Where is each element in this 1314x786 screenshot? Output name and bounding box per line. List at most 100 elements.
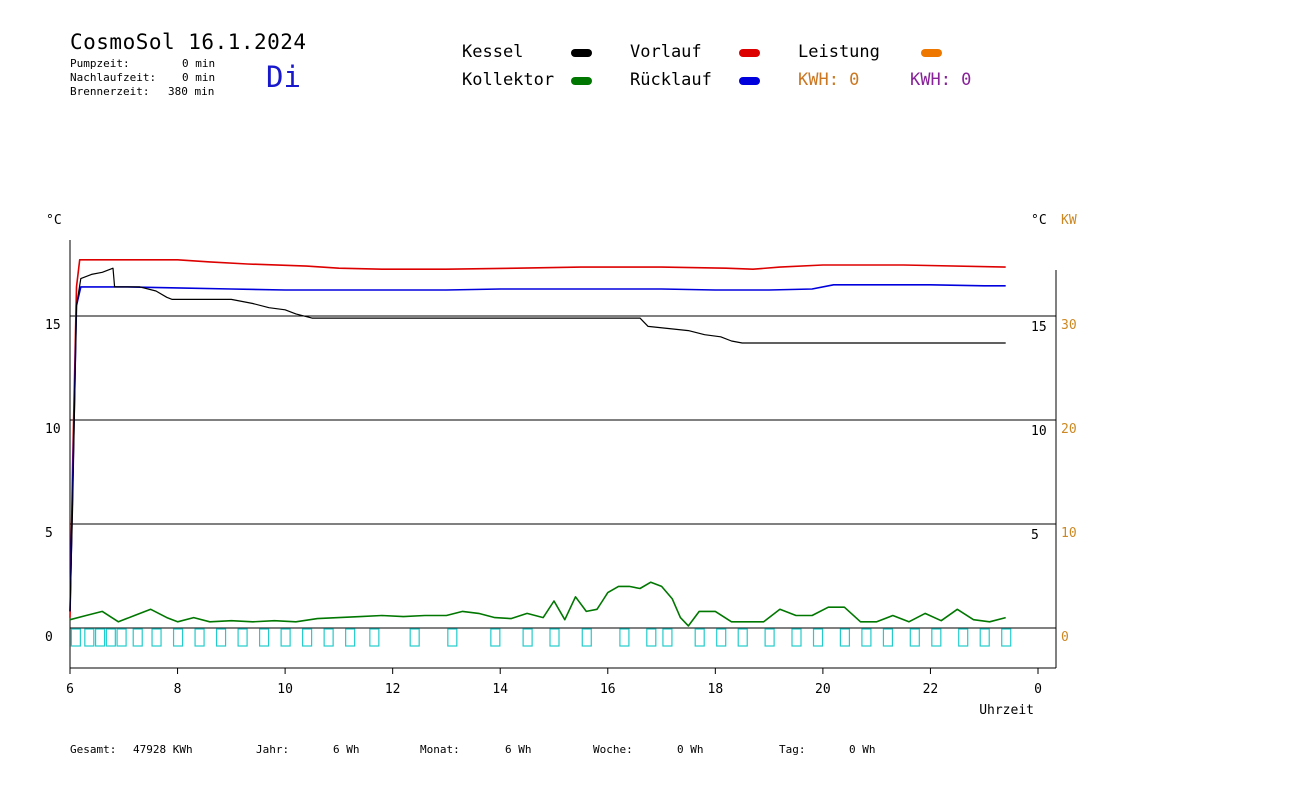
pumpzeit-label: Pumpzeit: [70,57,130,70]
x-tick-label-22: 22 [923,682,939,697]
pump-marker [447,628,458,647]
weekday: Di [266,60,301,94]
right-tick-label-5: 5 [1031,528,1039,543]
nachlaufzeit-label: Nachlaufzeit: [70,71,157,84]
pump-marker [490,628,501,647]
x-tick-label-20: 20 [815,682,831,697]
footer-woche-value: 0 Wh [677,743,704,756]
x-tick-label-14: 14 [492,682,508,697]
footer-jahr-label: Jahr: [256,743,290,756]
footer-monat-label: Monat: [420,743,460,756]
brennerzeit-value: 380 min [168,85,215,98]
pump-marker [105,628,116,647]
pump-marker [194,628,205,647]
pump-marker [94,628,106,647]
left-tick-label-10: 10 [45,422,61,437]
series-line-vorlauf [69,259,1006,618]
pump-marker [1001,628,1012,647]
pump-marker [764,628,775,647]
right-tick-label-10: 10 [1031,424,1047,439]
x-tick-label-8: 8 [174,682,182,697]
x-tick-label-16: 16 [600,682,616,697]
pump-marker [979,628,990,647]
legend-kwh-2: KWH: 0 [910,70,972,90]
pump-marker [84,628,95,647]
x-tick-label-18: 18 [708,682,724,697]
pump-marker [151,628,162,647]
legend-kollektor: Kollektor [462,70,555,90]
pump-marker [791,628,802,647]
legend-kessel: Kessel [462,42,524,62]
kw-tick-label-0: 0 [1061,630,1069,645]
legend-leistung: Leistung [798,42,880,62]
x-tick-label-10: 10 [277,682,293,697]
pump-marker [716,628,727,647]
pump-marker [931,628,942,647]
pump-marker [812,628,824,647]
left-unit-label: °C [46,213,62,228]
pump-marker [132,628,143,647]
series-line-ruecklauf [69,284,1006,612]
pump-marker [909,628,920,647]
pump-marker [323,628,334,647]
pump-marker [70,628,81,647]
pump-marker [549,628,560,647]
legend-vorlauf: Vorlauf [630,42,702,62]
kw-unit-label: KW [1061,213,1077,228]
x-tick-label-12: 12 [385,682,401,697]
pump-marker [259,628,270,647]
x-tick-label-0: 0 [1034,682,1042,697]
pump-marker [882,628,894,647]
chart-title: CosmoSol 16.1.2024 [70,30,307,54]
legend-vorlauf-swatch [739,49,760,57]
left-tick-label-15: 15 [45,318,61,333]
right-tick-label-15: 15 [1031,320,1047,335]
footer-woche-label: Woche: [593,743,633,756]
pump-marker [581,628,592,647]
pump-marker [172,628,184,647]
nachlaufzeit-value: 0 min [182,71,216,84]
pump-marker [958,628,969,647]
legend-leistung-swatch [921,49,942,57]
pump-marker [861,628,872,647]
pump-marker [116,628,127,647]
right-unit-label: °C [1031,213,1047,228]
footer-tag-value: 0 Wh [849,743,876,756]
pump-marker [737,628,748,647]
footer-jahr-value: 6 Wh [333,743,360,756]
pump-marker [522,628,533,647]
footer-tag-label: Tag: [779,743,806,756]
legend-ruecklauf: Rücklauf [630,70,712,90]
left-tick-label-0: 0 [45,630,53,645]
footer-gesamt-label: Gesamt: [70,743,117,756]
x-tick-label-6: 6 [66,682,74,697]
kw-tick-label-10: 10 [1061,526,1077,541]
kw-tick-label-30: 30 [1061,318,1077,333]
pump-marker [237,628,248,647]
pump-marker [839,628,851,647]
legend-kessel-swatch [571,49,592,57]
pump-marker [345,628,356,647]
legend-kwh-1: KWH: 0 [798,70,860,90]
footer-gesamt-value: 47928 KWh [133,743,193,756]
series-line-kessel [69,267,1006,612]
left-tick-label-5: 5 [45,526,53,541]
pump-marker [619,628,630,647]
kw-tick-label-20: 20 [1061,422,1077,437]
pumpzeit-value: 0 min [182,57,216,70]
pump-marker [302,628,313,647]
legend-ruecklauf-swatch [739,77,760,85]
pump-marker [215,628,227,647]
legend-kollektor-swatch [571,77,592,85]
footer-monat-value: 6 Wh [505,743,532,756]
series-line-kollektor [69,581,1006,627]
pump-marker [409,628,420,647]
x-axis-label: Uhrzeit [979,703,1034,718]
pump-marker [280,628,291,647]
brennerzeit-label: Brennerzeit: [70,85,150,98]
pump-marker [369,628,380,647]
pump-marker [646,628,657,647]
pump-marker [694,628,705,647]
pump-marker [662,628,673,647]
